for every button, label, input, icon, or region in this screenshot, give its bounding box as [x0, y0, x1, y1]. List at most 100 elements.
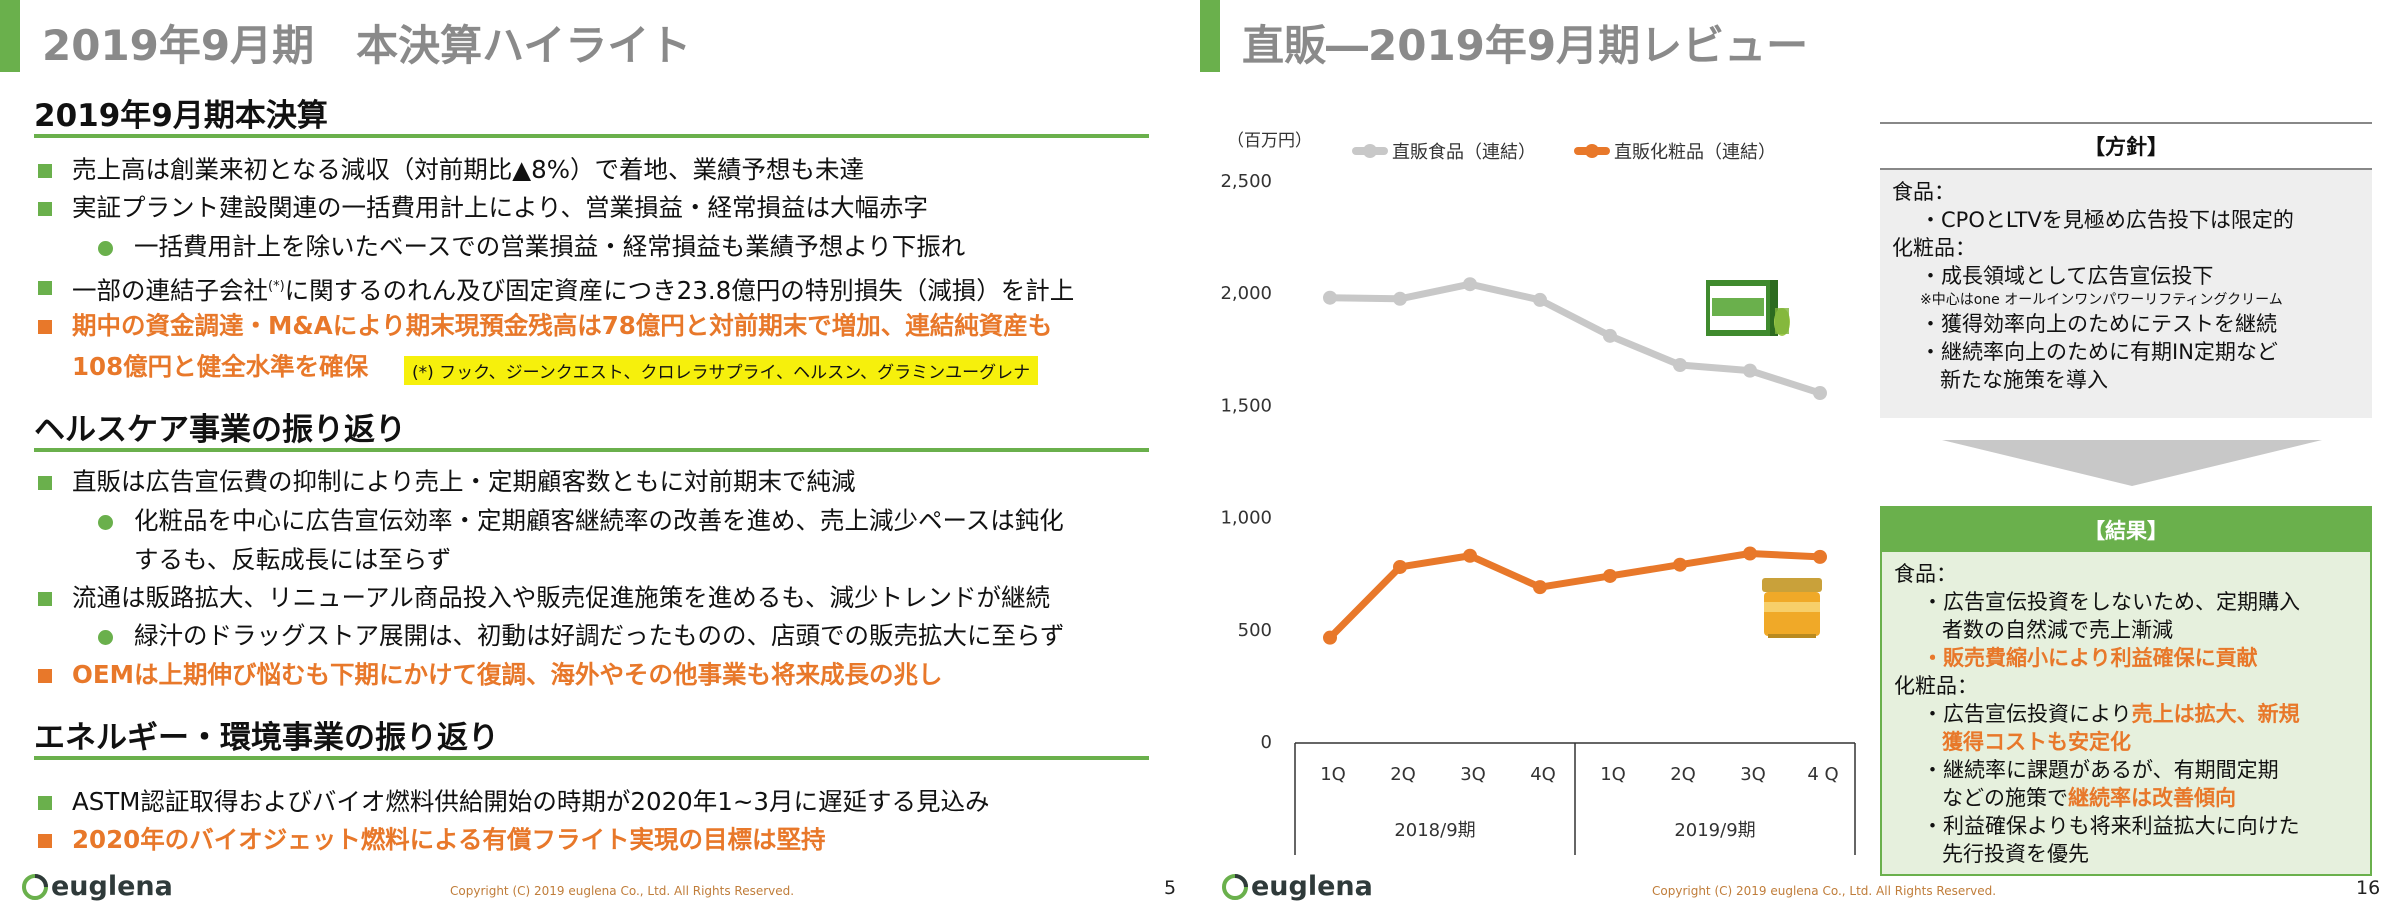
section-heading-healthcare: ヘルスケア事業の振り返り — [34, 412, 406, 448]
result-cosmetics-item: ・継続率に課題があるが、有期間定期 — [1922, 758, 2279, 782]
result-box: 【結果】 食品： ・広告宣伝投資をしないため、定期購入 者数の自然減で売上漸減 … — [1880, 506, 2372, 876]
policy-body: 食品： ・CPOとLTVを見極め広告投下は限定的 化粧品： ・成長領域として広告… — [1880, 170, 2372, 402]
sub-bullet-text: 化粧品を中心に広告宣伝効率・定期顧客継続率の改善を進め、売上減少ペースは鈍化 — [134, 506, 1064, 535]
result-text-part: などの施策で — [1942, 786, 2068, 810]
policy-cosmetics-item: ・獲得効率向上のためにテストを継続 — [1920, 312, 2277, 336]
x-group-label: 2018/9期 — [1394, 820, 1475, 841]
bullet-text-emphasis: 2020年のバイオジェット燃料による有償フライト実現の目標は堅持 — [72, 825, 826, 854]
policy-cosmetics-item: ・成長領域として広告宣伝投下 — [1920, 264, 2214, 288]
chart-unit-label: （百万円） — [1227, 131, 1312, 151]
data-point-cosmetics — [1673, 557, 1687, 572]
data-point-food — [1323, 290, 1337, 305]
result-food-item-cont: 者数の自然減で売上漸減 — [1942, 618, 2173, 642]
data-point-cosmetics — [1743, 546, 1757, 561]
euglena-logo-icon — [1222, 874, 1248, 900]
result-food-label: 食品： — [1894, 562, 1957, 586]
data-point-cosmetics — [1603, 568, 1617, 583]
result-cosmetics-item: ・利益確保よりも将来利益拡大に向けた — [1922, 814, 2300, 838]
series-line-cosmetics — [1326, 550, 1824, 642]
bullet-square — [38, 592, 52, 606]
section-divider — [34, 134, 1149, 138]
series-line-food — [1326, 280, 1824, 397]
page-number: 16 — [2356, 877, 2381, 899]
policy-cosmetics-item: ・継続率向上のために有期IN定期など — [1920, 340, 2278, 364]
page-title: 2019年9月期 本決算ハイライト — [42, 21, 692, 70]
result-food-item-emphasis: ・販売費縮小により利益確保に貢献 — [1922, 646, 2258, 670]
footnote-highlight: (*) フック、ジーンクエスト、クロレラサプライ、ヘルスン、グラミンユーグレナ — [404, 356, 1039, 385]
bullet-text-emphasis: 期中の資金調達・M&Aにより期末現預金残高は78億円と対前期末で増加、連結純資産… — [72, 311, 1053, 340]
cream-jar-product-image — [1762, 578, 1822, 638]
y-tick-label: 1,000 — [1220, 508, 1272, 529]
bullet-text-emphasis: OEMは上期伸び悩むも下期にかけて復調、海外やその他事業も将来成長の兆し — [72, 660, 943, 689]
data-point-food — [1743, 363, 1757, 378]
slide-highlights: 2019年9月期 本決算ハイライト 2019年9月期本決算 売上高は創業来初とな… — [0, 0, 1190, 910]
line-chart: 2,500 2,000 1,500 1,000 500 0 1Q 2Q 3Q 4Q 1Q 2Q 3Q 4… — [1220, 171, 1856, 855]
x-tick-label: 2Q — [1670, 764, 1696, 785]
x-group-label: 2019/9期 — [1674, 820, 1755, 841]
result-text-emphasis: 継続率は改善傾向 — [2068, 786, 2236, 810]
title-accent-bar — [1200, 0, 1220, 72]
section-heading-energy: エネルギー・環境事業の振り返り — [34, 720, 499, 756]
data-point-food — [1393, 291, 1407, 306]
bullet-square — [38, 164, 52, 178]
x-tick-label: 3Q — [1740, 764, 1766, 785]
y-tick-label: 2,000 — [1220, 283, 1272, 304]
policy-cosmetics-item-cont: 新たな施策を導入 — [1940, 368, 2108, 392]
section-divider — [34, 448, 1149, 452]
result-food-item: ・広告宣伝投資をしないため、定期購入 — [1922, 590, 2300, 614]
y-tick-label: 500 — [1238, 620, 1272, 641]
data-point-cosmetics — [1323, 630, 1337, 645]
sub-bullet-dot — [98, 630, 113, 645]
x-tick-label: 2Q — [1390, 764, 1416, 785]
sub-bullet-text: 一括費用計上を除いたベースでの営業損益・経常損益も業績予想より下振れ — [134, 232, 966, 261]
bullet-text: 一部の連結子会社(*)に関するのれん及び固定資産につき23.8億円の特別損失（減… — [72, 272, 1074, 306]
data-point-food — [1533, 292, 1547, 307]
result-cosmetics-item-cont: などの施策で継続率は改善傾向 — [1894, 784, 2358, 812]
legend-swatch-food — [1352, 144, 1388, 158]
sub-bullet-text: 緑汁のドラッグストア展開は、初動は好調だったものの、店頭での販売拡大に至らず — [134, 621, 1065, 650]
y-tick-label: 1,500 — [1220, 395, 1272, 416]
copyright-text: Copyright (C) 2019 euglena Co., Ltd. All… — [450, 884, 795, 898]
bullet-text-emphasis: 108億円と健全水準を確保 — [72, 352, 369, 381]
page-title: 直販―2019年9月期レビュー — [1242, 21, 1809, 70]
bullet-square — [38, 476, 52, 490]
data-point-cosmetics — [1463, 548, 1477, 563]
policy-cosmetics-note: ※中心はone オールインワンパワーリフティングクリーム — [1920, 292, 2283, 308]
x-tick-label: 4 Q — [1807, 764, 1838, 785]
bullet-square — [38, 202, 52, 216]
result-header: 【結果】 — [1882, 508, 2370, 552]
title-accent-bar — [0, 0, 20, 72]
result-cosmetics-item-cont: 先行投資を優先 — [1942, 842, 2089, 866]
sub-bullet-dot — [98, 241, 113, 256]
euglena-logo-icon — [22, 874, 48, 900]
result-text-emphasis: 獲得コストも安定化 — [1942, 730, 2131, 754]
bullet-text: 流通は販路拡大、リニューアル商品投入や販売促進施策を進めるも、減少トレンドが継続 — [72, 583, 1051, 612]
bullet-text: ASTM認証取得およびバイオ燃料供給開始の時期が2020年1~3月に遅延する見込… — [72, 787, 990, 816]
policy-food-label: 食品： — [1892, 180, 1955, 204]
data-point-cosmetics — [1393, 559, 1407, 574]
bullet-square — [38, 281, 52, 295]
bullet-square — [38, 669, 52, 683]
data-point-food — [1603, 328, 1617, 343]
x-tick-label: 1Q — [1600, 764, 1626, 785]
logo-text: euglena — [1251, 871, 1373, 902]
bullet-square — [38, 834, 52, 848]
policy-header: 【方針】 — [1880, 124, 2372, 170]
result-cosmetics-item: ・広告宣伝投資により売上は拡大、新規 — [1894, 700, 2358, 728]
euglena-logo: euglena — [1222, 871, 1373, 902]
bullet-square — [38, 320, 52, 334]
green-juice-product-image — [1706, 280, 1790, 336]
legend-label-cosmetics: 直販化粧品（連結） — [1614, 142, 1776, 163]
legend-item-cosmetics: 直販化粧品（連結） — [1574, 138, 1776, 164]
x-tick-label: 4Q — [1530, 764, 1556, 785]
x-tick-label: 3Q — [1460, 764, 1486, 785]
bullet-text-part: 一部の連結子会社 — [72, 276, 268, 306]
slide-direct-sales-review: 直販―2019年9月期レビュー （百万円） 直販食品（連結） 直販化粧品（連結）… — [1200, 0, 2390, 910]
policy-box: 【方針】 食品： ・CPOとLTVを見極め広告投下は限定的 化粧品： ・成長領域… — [1880, 122, 2372, 418]
bullet-square — [38, 796, 52, 810]
y-tick-label: 2,500 — [1220, 171, 1272, 192]
section-divider — [34, 756, 1149, 760]
data-point-cosmetics — [1813, 549, 1827, 564]
logo-text: euglena — [51, 871, 173, 902]
result-text-emphasis: 売上は拡大、新規 — [2131, 702, 2300, 726]
